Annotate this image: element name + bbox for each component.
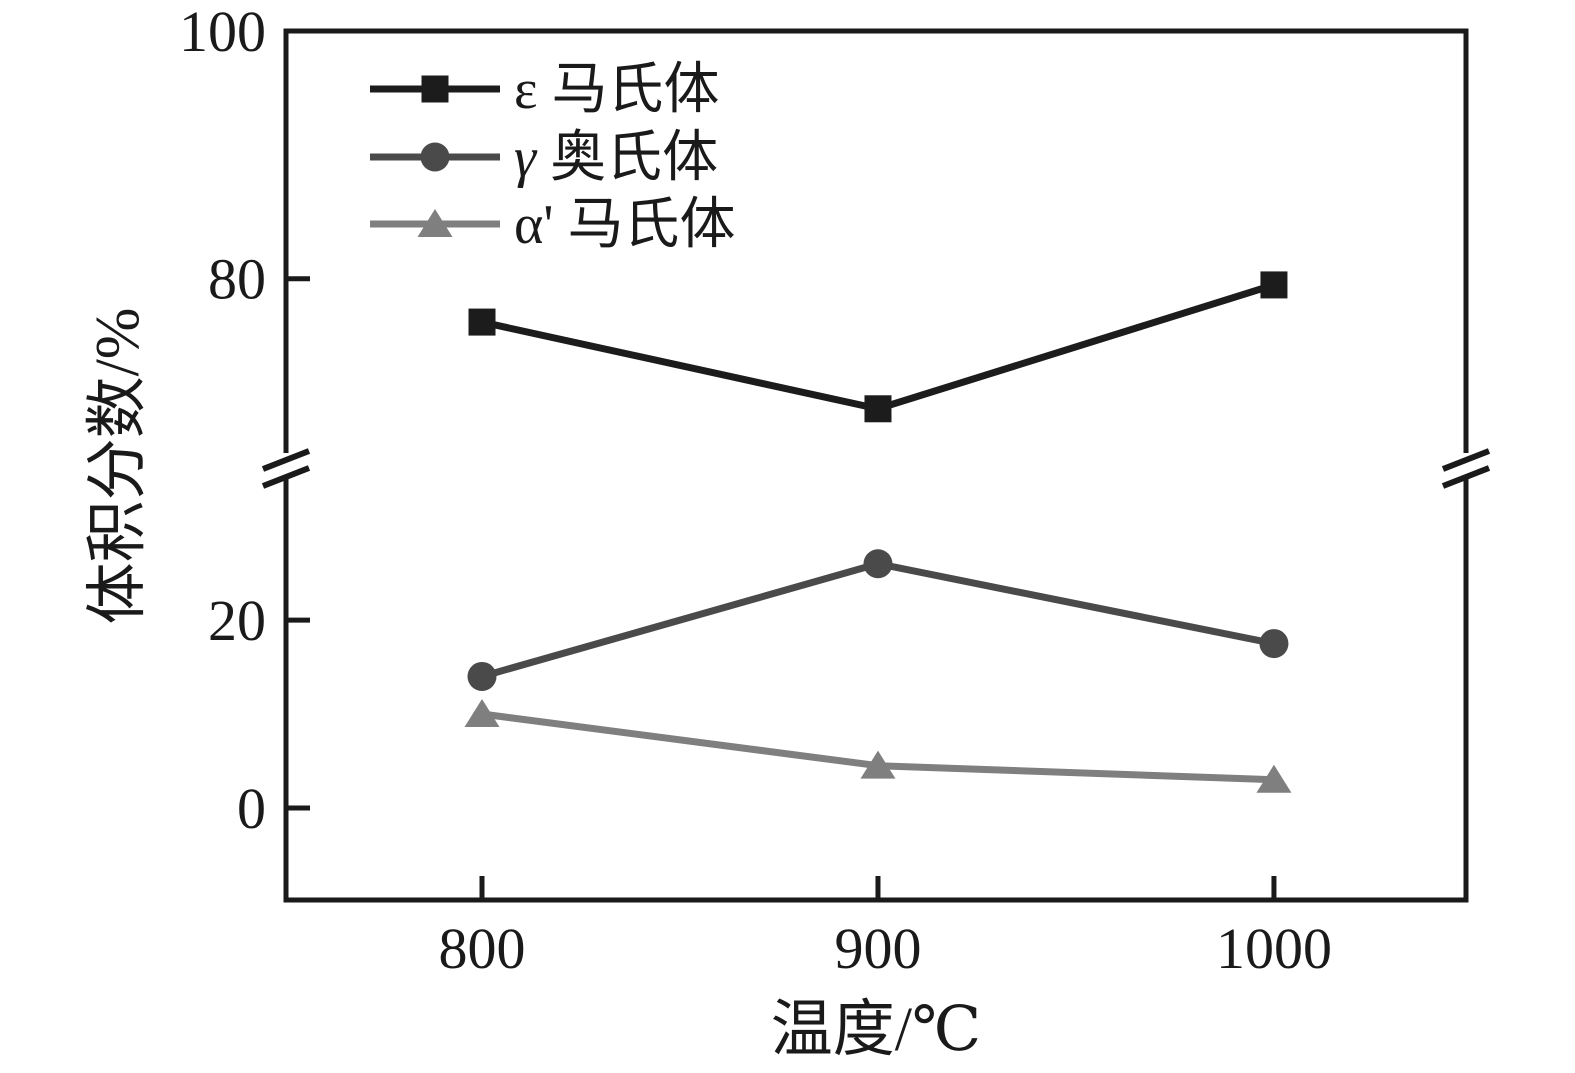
y-tick-label: 0 — [237, 776, 266, 841]
y-tick-label: 100 — [179, 0, 266, 64]
x-tick-label: 900 — [834, 916, 921, 981]
data-point-marker — [1259, 629, 1289, 659]
data-point-marker — [1256, 764, 1292, 793]
data-point-marker — [864, 395, 892, 423]
x-tick-label: 1000 — [1216, 916, 1332, 981]
legend-marker — [417, 209, 453, 237]
y-axis-title: 体积分数/% — [84, 308, 152, 625]
legend-marker — [420, 142, 450, 172]
series-line — [481, 560, 1275, 680]
data-point-marker — [863, 549, 893, 579]
legend-label: γ 奥氏体 — [514, 127, 718, 189]
axis-break-mask — [1461, 453, 1471, 479]
data-point-marker — [1260, 271, 1288, 299]
legend-marker — [421, 75, 449, 103]
x-axis-title: 温度/℃ — [771, 996, 982, 1064]
y-tick-label: 20 — [208, 588, 266, 653]
axis-break-mask — [281, 453, 291, 479]
data-point-marker — [467, 661, 497, 691]
data-point-marker — [464, 699, 500, 728]
data-point-marker — [468, 308, 496, 336]
axis-break-icon-left — [261, 448, 311, 472]
legend-label: α' 马氏体 — [514, 194, 735, 256]
series-line — [481, 281, 1275, 413]
y-tick-label: 80 — [208, 247, 266, 312]
data-point-marker — [860, 750, 896, 779]
axis-break-icon-left — [261, 465, 311, 489]
axis-break-icon-right — [1441, 448, 1491, 472]
legend-label: ε 马氏体 — [514, 59, 720, 121]
x-tick-label: 800 — [439, 916, 526, 981]
axis-break-icon-right — [1441, 465, 1491, 489]
